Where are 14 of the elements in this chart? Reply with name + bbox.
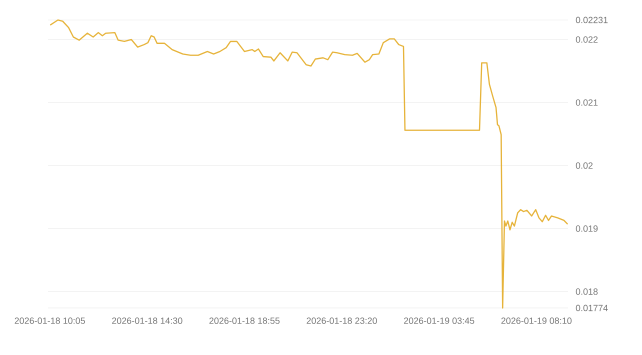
x-tick-label: 2026-01-18 14:30 — [112, 318, 182, 324]
y-tick-label: 0.02 — [576, 162, 593, 169]
y-tick-label: 0.022 — [576, 36, 598, 43]
y-tick-label: 0.018 — [576, 288, 598, 295]
x-tick-label: 2026-01-18 10:05 — [14, 318, 85, 324]
x-tick-label: 2026-01-18 23:20 — [306, 318, 377, 324]
line-series — [50, 19, 568, 309]
y-tick-label: 0.01774 — [576, 304, 608, 312]
y-tick-label: 0.019 — [576, 225, 598, 232]
x-tick-label: 2026-01-19 08:10 — [501, 318, 572, 324]
y-tick-label: 0.021 — [576, 99, 598, 106]
x-tick-label: 2026-01-18 18:55 — [209, 318, 280, 324]
x-tick-label: 2026-01-19 03:45 — [404, 318, 474, 324]
y-tick-label: 0.02231 — [576, 16, 608, 24]
